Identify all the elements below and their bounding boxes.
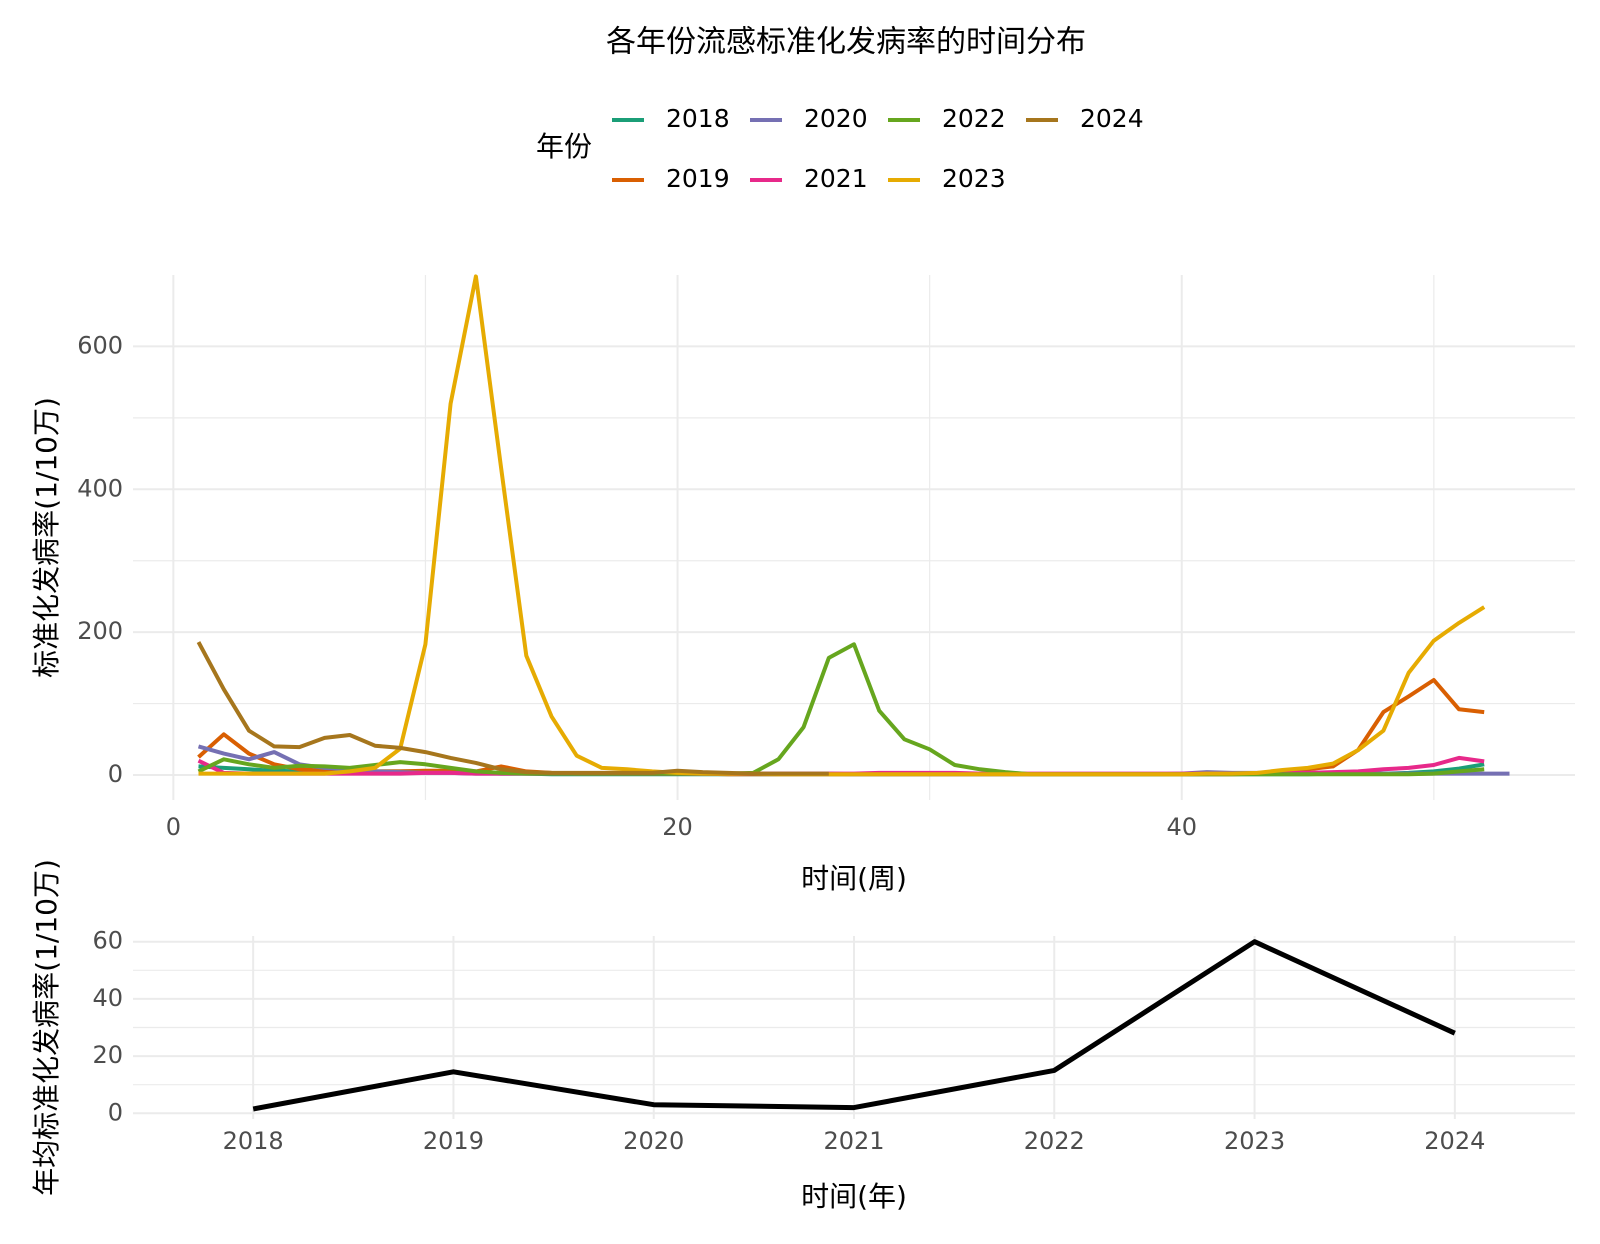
line-series <box>196 641 829 776</box>
y-tick-label: 40 <box>92 984 123 1012</box>
y-tick-label: 20 <box>92 1041 123 1069</box>
legend-label: 2021 <box>804 164 868 193</box>
y-tick-label: 200 <box>77 617 123 645</box>
x-axis-title: 时间(周) <box>801 862 907 895</box>
x-tick-label: 0 <box>166 813 181 841</box>
line-series <box>252 939 1456 1112</box>
chart-title: 各年份流感标准化发病率的时间分布 <box>606 25 1086 60</box>
y-tick-label: 600 <box>77 331 123 359</box>
y-tick-label: 400 <box>77 474 123 502</box>
x-tick-label: 2021 <box>823 1127 884 1155</box>
x-tick-label: 20 <box>662 813 693 841</box>
x-tick-label: 2019 <box>423 1127 484 1155</box>
x-tick-label: 2024 <box>1424 1127 1485 1155</box>
line-series <box>198 274 1486 777</box>
y-tick-label: 0 <box>108 1098 123 1126</box>
legend-title: 年份 <box>536 130 592 163</box>
x-tick-label: 2022 <box>1024 1127 1085 1155</box>
legend-label: 2018 <box>666 104 730 133</box>
legend-label: 2023 <box>942 164 1006 193</box>
x-tick-label: 2023 <box>1224 1127 1285 1155</box>
y-axis-title: 年均标准化发病率(1/10万) <box>30 859 63 1196</box>
y-axis-title: 标准化发病率(1/10万) <box>30 397 63 678</box>
x-tick-label: 2020 <box>623 1127 684 1155</box>
legend-label: 2022 <box>942 104 1006 133</box>
legend-label: 2024 <box>1080 104 1144 133</box>
y-tick-label: 0 <box>108 760 123 788</box>
legend-label: 2020 <box>804 104 868 133</box>
y-tick-label: 60 <box>92 927 123 955</box>
x-tick-label: 2018 <box>223 1127 284 1155</box>
line-series <box>197 642 1485 777</box>
legend-label: 2019 <box>666 164 730 193</box>
x-tick-label: 40 <box>1166 813 1197 841</box>
x-axis-title: 时间(年) <box>801 1180 907 1213</box>
